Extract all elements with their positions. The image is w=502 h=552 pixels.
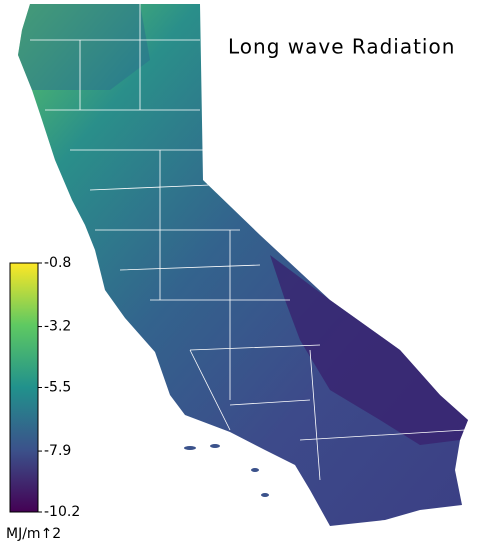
colorbar-tick-label: -3.2 [44,319,71,335]
colorbar-unit: MJ/m↑2 [6,526,61,542]
colorbar-tick-label: -5.5 [44,380,71,396]
california [18,4,468,526]
colorbar-tick-label: -7.9 [44,443,71,459]
colorbar [9,262,39,513]
colorbar-tick-label: -10.2 [44,504,80,520]
colorbar-tick-label: -0.8 [44,255,71,271]
map-title: Long wave Radiation [228,35,455,59]
